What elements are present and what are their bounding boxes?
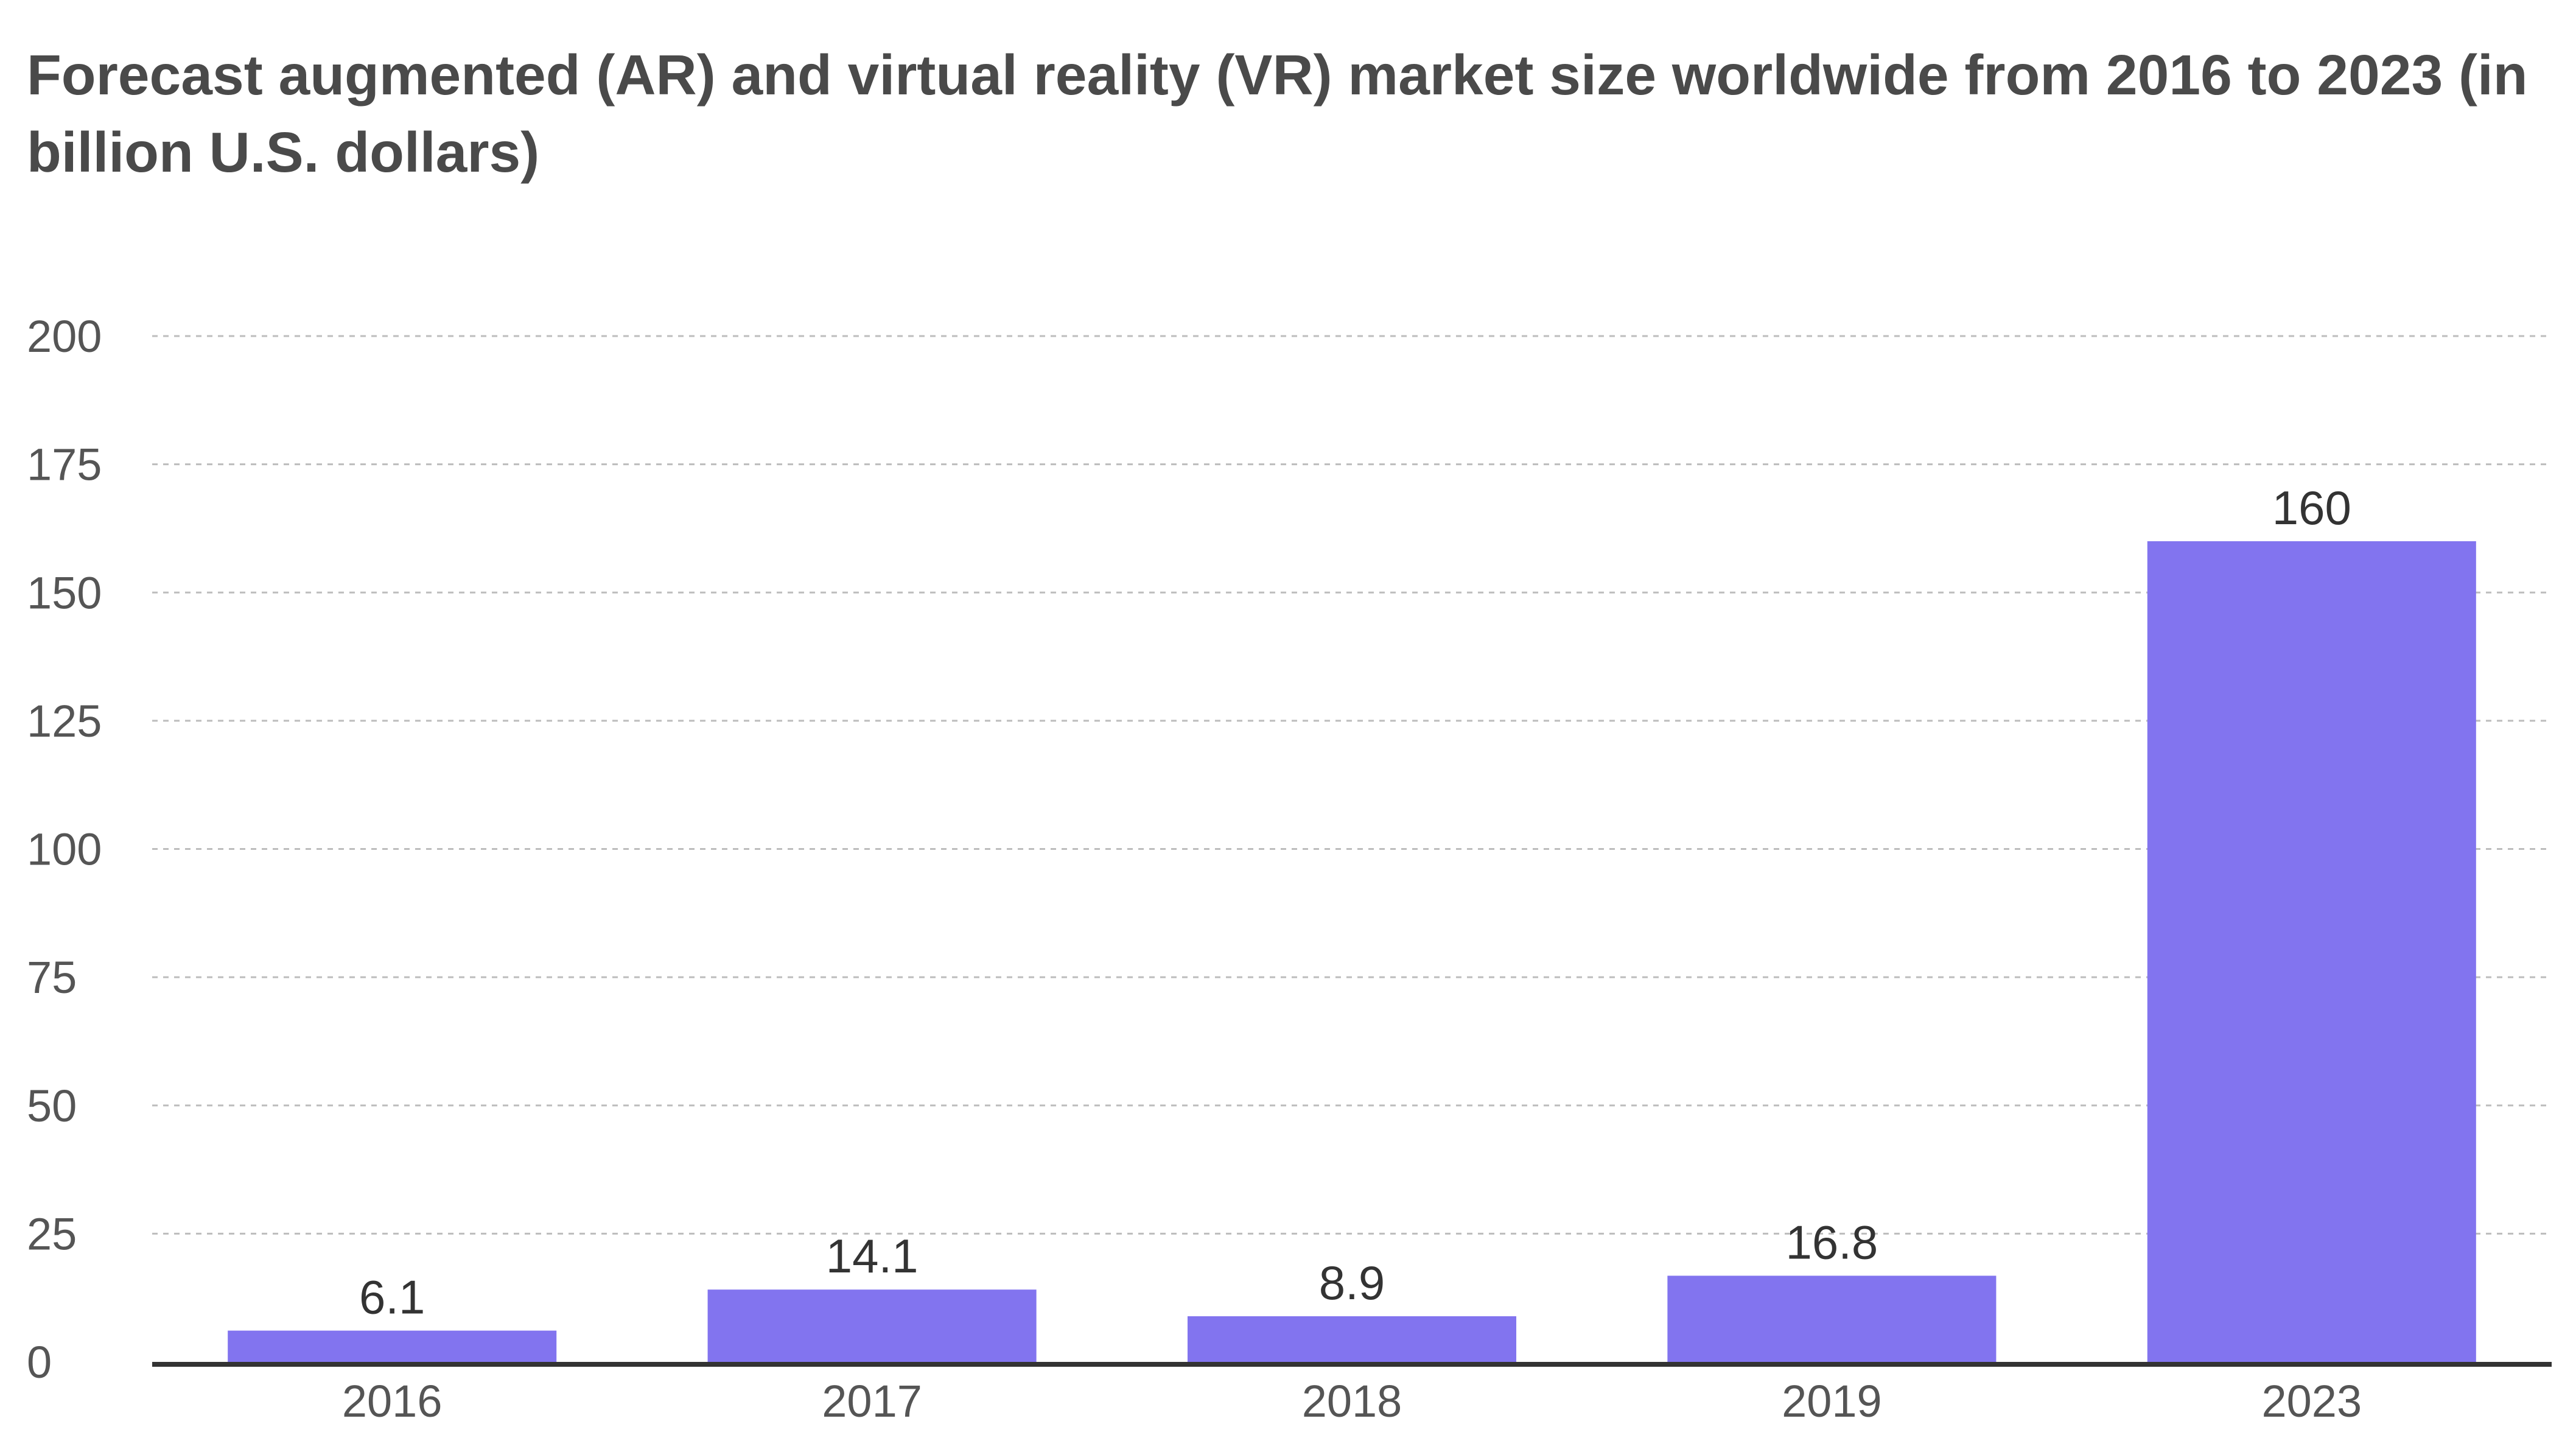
- y-tick-label: 175: [27, 440, 102, 490]
- data-label: 6.1: [359, 1271, 425, 1324]
- chart-title: Forecast augmented (AR) and virtual real…: [27, 43, 2528, 184]
- x-tick-label: 2019: [1782, 1376, 1882, 1426]
- y-tick-label: 25: [27, 1208, 77, 1259]
- data-label: 14.1: [826, 1229, 919, 1283]
- y-axis-ticks: 0 25 50 75 100 125 150 175 200: [27, 311, 102, 1387]
- bar-2023: [2147, 541, 2476, 1362]
- y-tick-label: 0: [27, 1337, 52, 1387]
- bar-2016: [228, 1330, 557, 1362]
- y-tick-label: 50: [27, 1081, 77, 1131]
- data-label: 160: [2272, 481, 2351, 535]
- x-tick-label: 2023: [2261, 1376, 2362, 1426]
- x-axis-ticks: 2016 2017 2018 2019 2023: [342, 1376, 2362, 1426]
- data-label: 16.8: [1785, 1215, 1878, 1269]
- bars: [228, 541, 2476, 1362]
- x-tick-label: 2016: [342, 1376, 443, 1426]
- bar-2019: [1667, 1275, 1997, 1362]
- data-labels: 6.1 14.1 8.9 16.8 160: [359, 481, 2351, 1324]
- bar-2018: [1187, 1316, 1517, 1362]
- y-tick-label: 200: [27, 311, 102, 362]
- y-tick-label: 100: [27, 824, 102, 875]
- data-label: 8.9: [1319, 1256, 1385, 1310]
- y-tick-label: 75: [27, 952, 77, 1003]
- x-tick-label: 2017: [822, 1376, 922, 1426]
- bar-2017: [707, 1289, 1037, 1362]
- y-tick-label: 125: [27, 696, 102, 746]
- y-tick-label: 150: [27, 567, 102, 618]
- x-tick-label: 2018: [1302, 1376, 1402, 1426]
